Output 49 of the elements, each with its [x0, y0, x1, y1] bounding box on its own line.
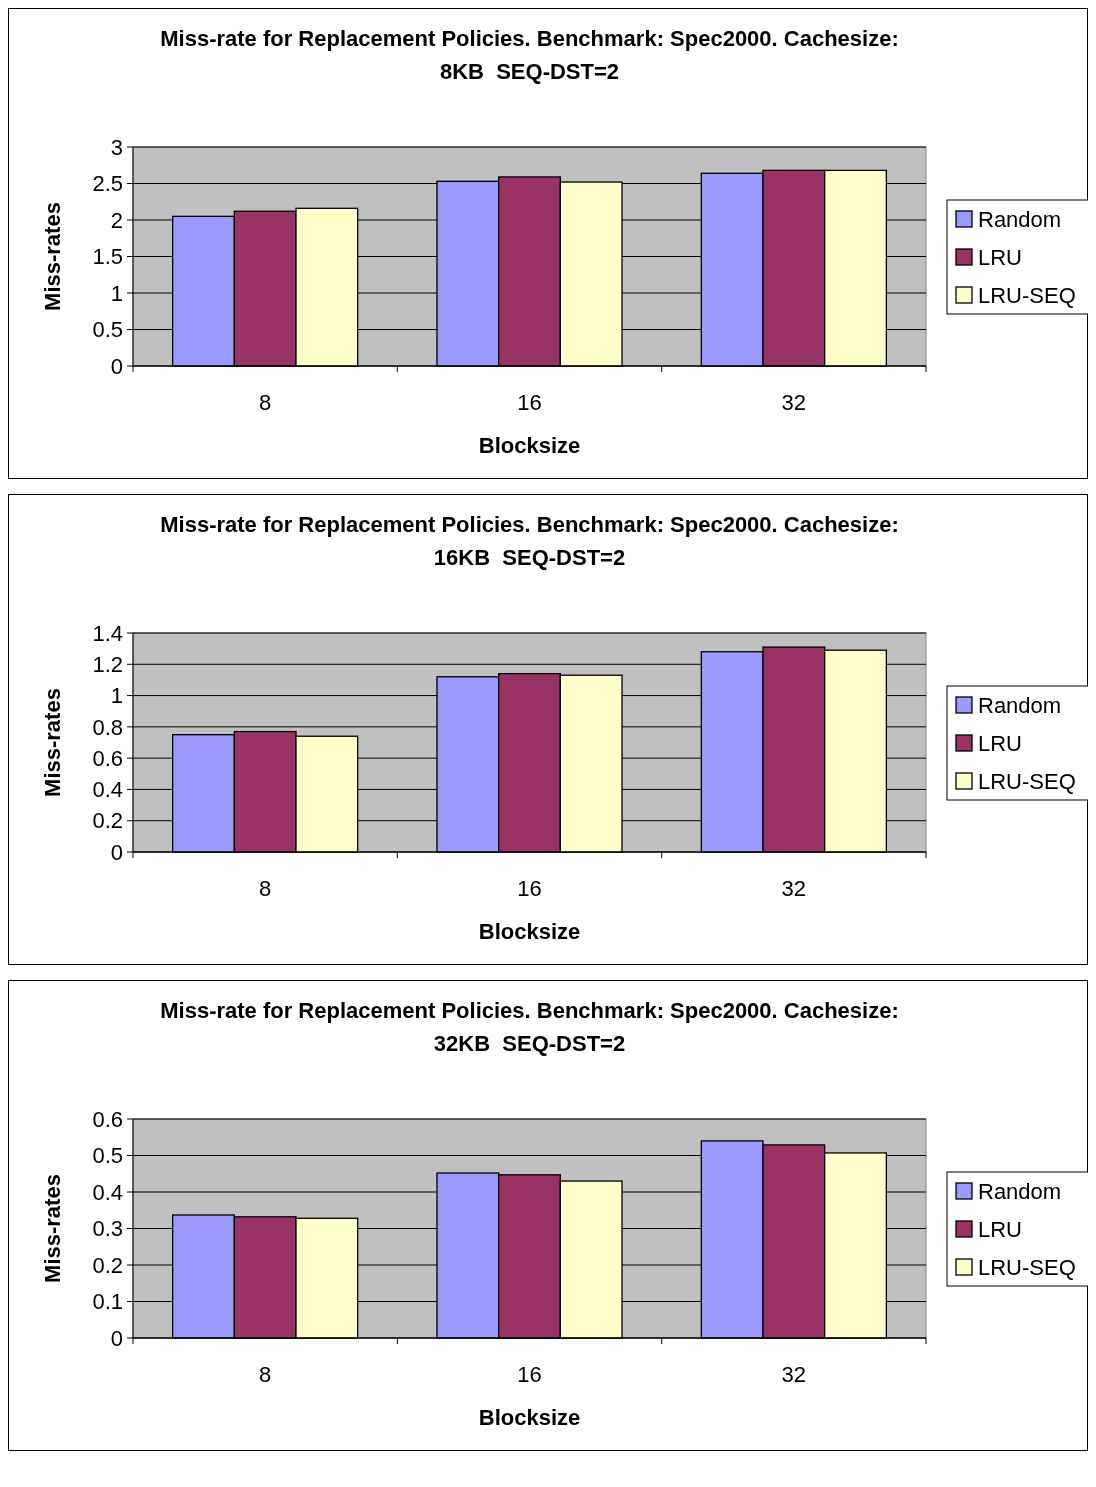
x-tick-label: 16 — [517, 876, 542, 901]
legend-label: LRU — [978, 1216, 1023, 1242]
legend-label: Random — [978, 1178, 1062, 1204]
y-tick-label: 0.4 — [92, 1179, 123, 1205]
x-tick-label: 32 — [781, 1362, 807, 1387]
y-tick-label: 0.5 — [92, 1143, 123, 1169]
x-tick-label: 8 — [259, 390, 272, 415]
y-tick-label: 1.4 — [92, 620, 123, 646]
x-tick-label: 16 — [517, 1362, 542, 1387]
x-tick-label: 32 — [781, 390, 807, 415]
x-axis-title: Blocksize — [478, 433, 581, 458]
y-axis-title: Miss-rates — [40, 1174, 65, 1283]
legend-label: LRU-SEQ — [978, 768, 1076, 794]
y-tick-label: 3 — [110, 134, 123, 160]
chart-title: Miss-rate for Replacement Policies. Benchmark: Spec2000. Cachesize: 8KB SEQ-DST=2 — [160, 26, 899, 84]
x-tick-label: 16 — [517, 390, 542, 415]
x-axis-title: Blocksize — [478, 1405, 581, 1430]
x-axis-title: Blocksize — [478, 919, 581, 944]
x-tick-label: 32 — [781, 876, 807, 901]
y-tick-label: 0 — [110, 353, 123, 379]
y-tick-label: 1 — [110, 683, 123, 709]
x-tick-label: 8 — [259, 1362, 272, 1387]
y-tick-label: 2.5 — [92, 171, 123, 197]
legend-label: LRU — [978, 244, 1023, 270]
y-tick-label: 0 — [110, 1325, 123, 1351]
legend-label: Random — [978, 692, 1062, 718]
legend-label: LRU-SEQ — [978, 282, 1076, 308]
y-tick-label: 0.8 — [92, 714, 123, 740]
y-tick-label: 0.3 — [92, 1216, 123, 1242]
y-tick-label: 0.5 — [92, 317, 123, 343]
chart-title: Miss-rate for Replacement Policies. Benchmark: Spec2000. Cachesize: 16KB SEQ-DST=2 — [160, 512, 899, 570]
y-tick-label: 0.6 — [92, 745, 123, 771]
y-axis-title: Miss-rates — [40, 202, 65, 311]
x-tick-label: 8 — [259, 876, 272, 901]
y-tick-label: 0.1 — [92, 1289, 123, 1315]
chart-title: Miss-rate for Replacement Policies. Benchmark: Spec2000. Cachesize: 32KB SEQ-DST=2 — [160, 998, 899, 1056]
y-axis-title: Miss-rates — [40, 688, 65, 797]
y-tick-label: 1.5 — [92, 244, 123, 270]
legend-label: LRU — [978, 730, 1023, 756]
legend-label: LRU-SEQ — [978, 1254, 1076, 1280]
y-tick-label: 0.2 — [92, 808, 123, 834]
y-tick-label: 1.2 — [92, 651, 123, 677]
y-tick-label: 1 — [110, 280, 123, 306]
y-tick-label: 0.6 — [92, 1106, 123, 1132]
y-tick-label: 0 — [110, 839, 123, 865]
y-tick-label: 2 — [110, 207, 123, 233]
legend-label: Random — [978, 206, 1062, 232]
y-tick-label: 0.2 — [92, 1252, 123, 1278]
y-tick-label: 0.4 — [92, 777, 123, 803]
